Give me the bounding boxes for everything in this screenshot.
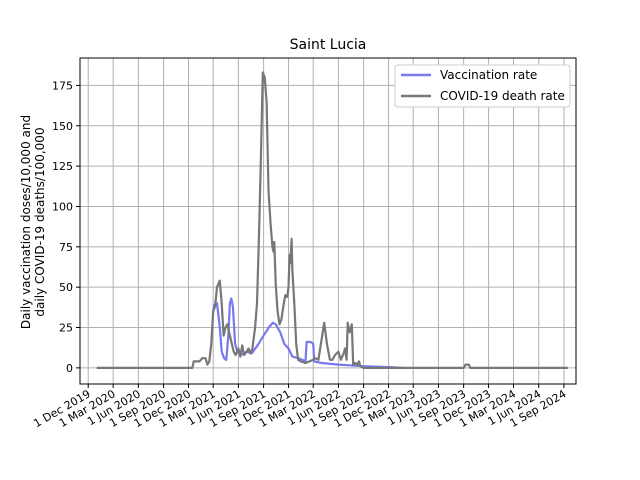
y-tick-label: 175: [52, 79, 73, 92]
legend-label-vaccination: Vaccination rate: [440, 68, 537, 82]
y-tick-label: 125: [52, 160, 73, 173]
y-tick-label: 25: [59, 322, 73, 335]
plot-frame: [79, 57, 577, 385]
y-tick-label: 100: [52, 200, 73, 213]
y-axis-label-line-2: daily COVID-19 deaths/100,000: [33, 127, 47, 316]
legend-label-death-rate: COVID-19 death rate: [440, 89, 565, 103]
grid-lines: [80, 58, 576, 384]
y-tick-label: 50: [59, 281, 73, 294]
y-axis-ticks: 0 25 50 75 100 125 150 175: [52, 79, 80, 375]
y-tick-label: 0: [66, 362, 73, 375]
legend: Vaccination rate COVID-19 death rate: [394, 64, 571, 108]
covid-death-rate-line: [96, 71, 568, 369]
legend-box: [394, 64, 571, 108]
y-tick-label: 150: [52, 120, 73, 133]
y-axis-label-line-1: Daily vaccination doses/10,000 and: [19, 115, 33, 329]
chart-title: Saint Lucia: [290, 37, 367, 53]
y-tick-label: 75: [59, 241, 73, 254]
vaccination-rate-line: [212, 297, 403, 369]
y-axis-label: Daily vaccination doses/10,000 and daily…: [19, 115, 47, 329]
series-lines: [96, 71, 568, 369]
